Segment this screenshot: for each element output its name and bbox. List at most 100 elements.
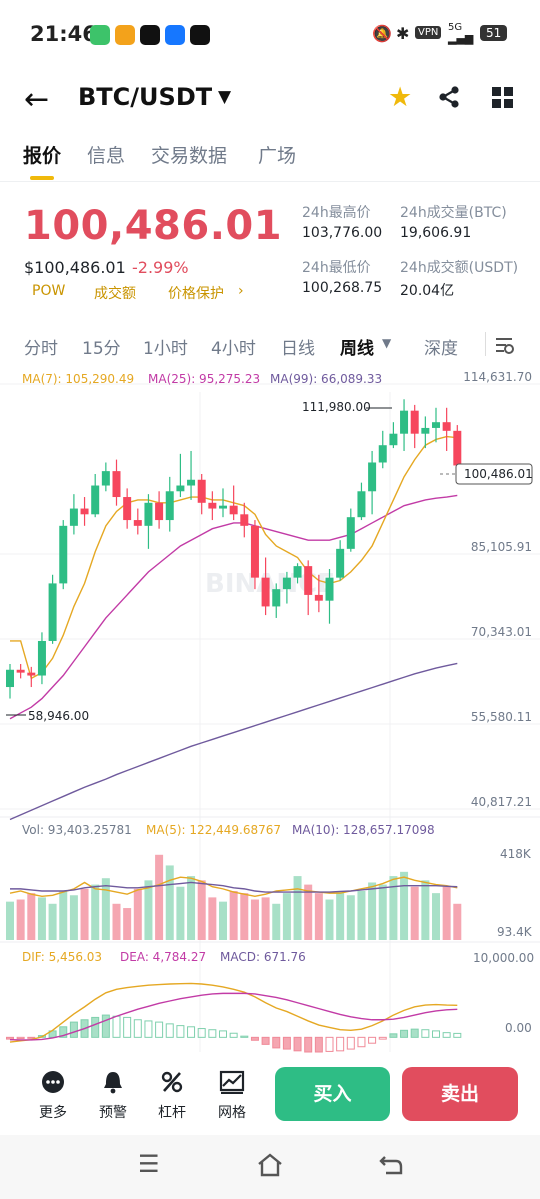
chart-settings-icon[interactable] bbox=[494, 335, 516, 355]
candle bbox=[176, 485, 185, 492]
alipay-app-icon bbox=[165, 25, 185, 45]
network-label: 5G bbox=[448, 22, 463, 33]
macd-bar bbox=[282, 1036, 291, 1050]
macd-bar bbox=[410, 1028, 419, 1038]
macd-bar bbox=[261, 1036, 270, 1045]
share-icon[interactable] bbox=[437, 85, 461, 109]
back-icon[interactable] bbox=[378, 1153, 404, 1177]
interval-4h[interactable]: 4小时 bbox=[211, 339, 256, 359]
candle bbox=[357, 491, 366, 518]
y-tick-label: 70,343.01 bbox=[471, 625, 532, 639]
tab-trading-data[interactable]: 交易数据 bbox=[151, 145, 228, 167]
toolbar-leverage[interactable]: 杠杆 bbox=[146, 1070, 198, 1122]
low-label: 24h最低价 bbox=[302, 260, 371, 276]
tag-turnover[interactable]: 成交额 bbox=[94, 286, 136, 302]
volume-bar bbox=[442, 886, 451, 940]
tag-price-protection[interactable]: 价格保护 bbox=[168, 286, 224, 302]
macd-label: MACD: 671.76 bbox=[220, 950, 306, 964]
macd-bar bbox=[112, 1015, 121, 1038]
mute-icon: 🔕 bbox=[372, 24, 392, 43]
macd-bar bbox=[272, 1036, 281, 1049]
vol-ma5-label: MA(5): 122,449.68767 bbox=[146, 823, 281, 837]
macd-bar bbox=[293, 1036, 302, 1052]
chart-grid bbox=[0, 383, 540, 1052]
candle bbox=[59, 525, 68, 584]
vpn-badge: VPN bbox=[415, 26, 442, 39]
menu-icon[interactable]: ☰ bbox=[138, 1150, 160, 1178]
divider bbox=[0, 181, 540, 182]
candle bbox=[208, 502, 217, 509]
candle bbox=[69, 508, 78, 526]
volume-bar bbox=[187, 876, 196, 940]
vol-ma5-line bbox=[9, 876, 458, 898]
macd-bar bbox=[27, 1036, 36, 1039]
candle bbox=[187, 479, 196, 486]
ma7-label: MA(7): 105,290.49 bbox=[22, 372, 134, 386]
vol-usdt-value: 20.04亿 bbox=[400, 283, 455, 299]
candle bbox=[27, 672, 36, 676]
last-price: 100,486.01 bbox=[24, 203, 283, 249]
sell-button[interactable]: 卖出 bbox=[402, 1067, 518, 1121]
volume-bar bbox=[155, 854, 164, 940]
candle bbox=[123, 497, 132, 521]
toolbar-alert[interactable]: 预警 bbox=[87, 1070, 139, 1122]
vol-ma10-line bbox=[10, 881, 458, 893]
tag-pow[interactable]: POW bbox=[32, 283, 66, 299]
home-icon[interactable] bbox=[256, 1152, 284, 1178]
tab-info[interactable]: 信息 bbox=[87, 145, 126, 167]
interval-depth[interactable]: 深度 bbox=[424, 339, 458, 359]
vol-usdt-label: 24h成交额(USDT) bbox=[400, 260, 519, 276]
macd-bar bbox=[91, 1016, 100, 1038]
volume-bar bbox=[69, 895, 78, 940]
last-price-tag-text: 100,486.01 bbox=[464, 467, 533, 481]
y-tick-label: 55,580.11 bbox=[471, 710, 532, 724]
macd-bar bbox=[442, 1032, 451, 1038]
pair-title[interactable]: BTC/USDT bbox=[78, 83, 213, 111]
chevron-right-icon[interactable]: › bbox=[238, 283, 244, 299]
candle bbox=[378, 445, 387, 463]
bluetooth-icon: ✱ bbox=[396, 24, 410, 43]
kline-chart[interactable]: BINANCE 114,631.70 85,105.91 70,343.01 55,5… bbox=[0, 362, 540, 1062]
macd-bar bbox=[240, 1035, 249, 1038]
candle bbox=[155, 502, 164, 521]
caret-down-icon[interactable]: ▼ bbox=[218, 87, 232, 107]
candle bbox=[261, 577, 270, 607]
macd-tick-high: 10,000.00 bbox=[473, 951, 534, 965]
tab-quote[interactable]: 报价 bbox=[23, 145, 62, 167]
ma99-line bbox=[9, 662, 458, 821]
candle bbox=[80, 508, 89, 515]
caret-down-icon[interactable]: ▼ bbox=[382, 336, 392, 350]
weibo-app-icon bbox=[115, 25, 135, 45]
dea-label: DEA: 4,784.27 bbox=[120, 950, 206, 964]
tiktok-app-icon bbox=[190, 25, 210, 45]
chart-watermark: BINANCE bbox=[205, 569, 335, 599]
candle bbox=[453, 430, 462, 466]
volume-bar bbox=[80, 888, 89, 940]
tab-indicator bbox=[30, 176, 54, 180]
interval-1h[interactable]: 1小时 bbox=[143, 339, 188, 359]
last-price-tag bbox=[455, 463, 533, 485]
system-nav-bar bbox=[0, 1135, 540, 1199]
interval-daily[interactable]: 日线 bbox=[281, 339, 315, 359]
candle bbox=[304, 566, 313, 595]
interval-weekly[interactable]: 周线 bbox=[340, 339, 374, 359]
toolbar-grid-trading[interactable]: 网格 bbox=[206, 1070, 258, 1122]
vol-ma10-label: MA(10): 128,657.17098 bbox=[292, 823, 435, 837]
macd-bar bbox=[176, 1025, 185, 1038]
macd-bar bbox=[59, 1026, 68, 1038]
macd-bar bbox=[346, 1036, 355, 1050]
volume-bar bbox=[314, 893, 323, 940]
volume-bar bbox=[346, 895, 355, 940]
volume-bar bbox=[37, 897, 46, 940]
back-arrow-icon[interactable]: ← bbox=[24, 82, 50, 117]
toolbar-more[interactable]: 更多 bbox=[27, 1070, 79, 1122]
grid-icon[interactable] bbox=[492, 87, 514, 109]
candle bbox=[112, 471, 121, 498]
interval-15m[interactable]: 15分 bbox=[82, 339, 121, 359]
volume-bar bbox=[240, 893, 249, 940]
buy-button[interactable]: 买入 bbox=[275, 1067, 390, 1121]
star-icon[interactable]: ★ bbox=[388, 82, 413, 113]
macd-bar bbox=[400, 1029, 409, 1038]
interval-timeline[interactable]: 分时 bbox=[24, 339, 58, 359]
tab-square[interactable]: 广场 bbox=[258, 145, 297, 167]
